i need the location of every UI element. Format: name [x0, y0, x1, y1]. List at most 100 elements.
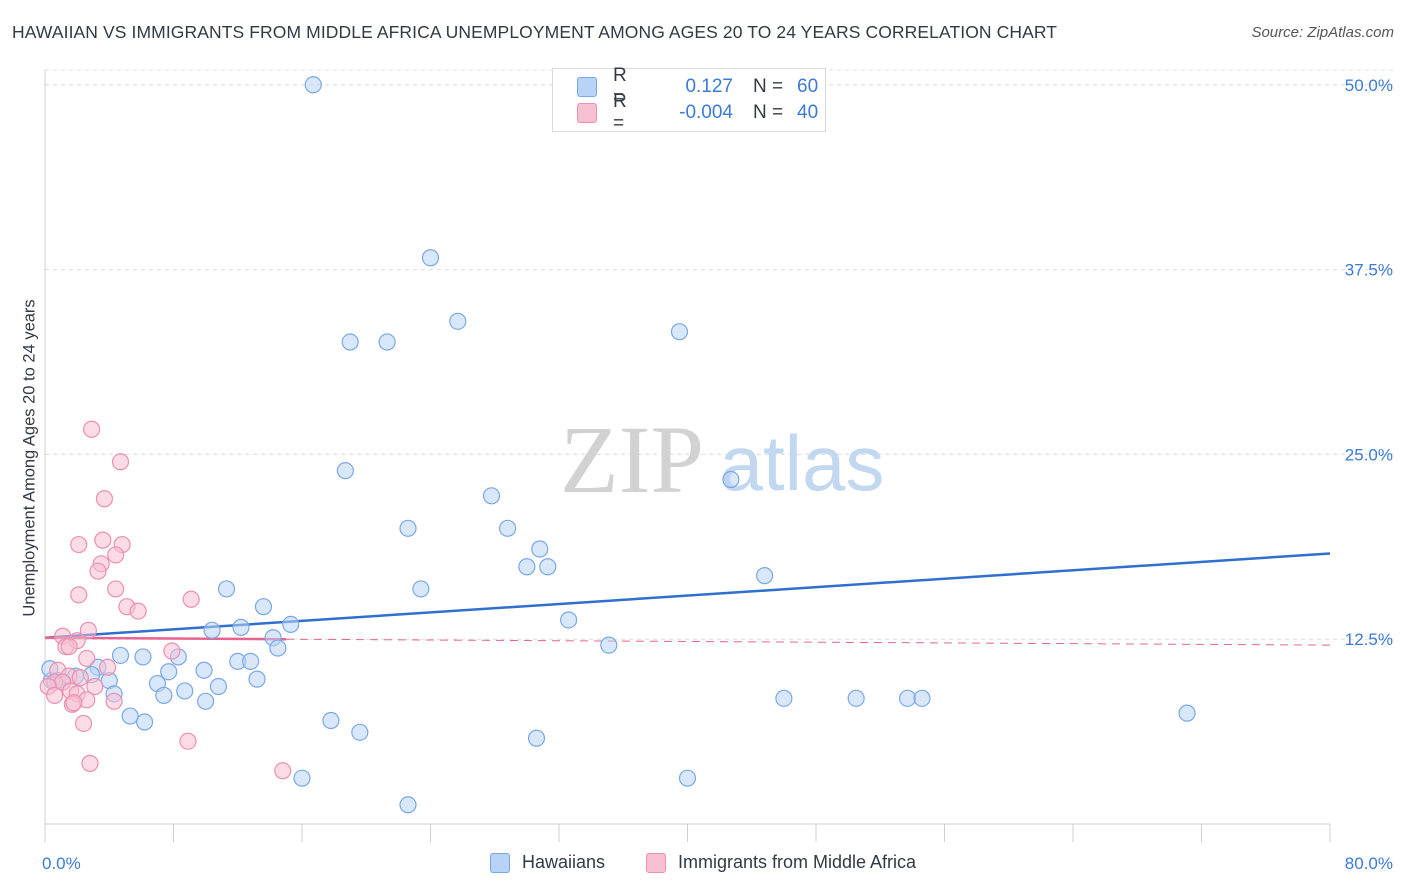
hawaiian-point	[254, 598, 273, 616]
immigrant-trend-extension	[285, 638, 1331, 646]
hawaiian-point	[775, 689, 793, 707]
legend-row-immigrants: R = -0.004 N = 40	[577, 91, 819, 134]
hawaiian-point	[269, 639, 287, 657]
y-tick-label: 37.5%	[1345, 261, 1393, 280]
hawaiian-point	[134, 648, 152, 666]
immigrant-point	[89, 562, 107, 580]
axes	[44, 70, 1331, 842]
tick-labels: 12.5% 25.0% 37.5% 50.0% 0.0% 80.0%	[42, 76, 1393, 873]
n-label: N =	[753, 76, 784, 97]
hawaiian-point	[722, 470, 740, 489]
legend-row-hawaiians: R = 0.127 N = 60	[577, 65, 819, 108]
hawaiian-point	[111, 646, 130, 665]
hawaiian-point	[539, 558, 557, 576]
y-tick-label: 25.0%	[1345, 445, 1393, 464]
immigrant-point	[78, 649, 96, 668]
hawaiian-point	[203, 621, 221, 639]
hawaiian-point	[482, 487, 501, 505]
immigrant-point	[82, 420, 101, 438]
correlation-legend: R = 0.127 N = 60 R = -0.004 N = 40	[552, 65, 826, 134]
legend-item-immigrants[interactable]: Immigrants from Middle Africa	[646, 852, 916, 873]
r-label: R =	[613, 65, 627, 108]
immigrant-point	[163, 642, 181, 660]
hawaiian-point	[670, 323, 689, 341]
immigrant-point	[70, 586, 88, 604]
hawaiian-point	[913, 689, 931, 707]
immigrant-point	[182, 590, 200, 608]
y-tick-label: 12.5%	[1345, 630, 1393, 649]
pink-swatch	[577, 103, 597, 123]
immigrant-point	[129, 602, 147, 620]
legend-item-hawaiians[interactable]: Hawaiians	[490, 852, 605, 873]
immigrant-point	[274, 762, 292, 780]
hawaiian-point	[232, 618, 250, 636]
x-tick-label: 80.0%	[1345, 854, 1393, 873]
immigrant-point	[60, 637, 78, 656]
data-points	[39, 76, 1196, 814]
n-label: N =	[753, 102, 784, 123]
hawaiian-point	[560, 611, 578, 629]
hawaiian-point	[197, 692, 215, 710]
hawaiian-point	[135, 713, 154, 731]
n-value: 40	[797, 102, 819, 123]
y-tick-label: 50.0%	[1345, 76, 1393, 95]
hawaiian-point	[242, 652, 260, 670]
hawaiian-point	[217, 580, 236, 598]
watermark: ZIP atlas	[560, 406, 884, 513]
series-legend: Hawaiians Immigrants from Middle Africa	[0, 852, 1406, 876]
immigrant-point	[70, 535, 88, 554]
hawaiian-point	[195, 661, 213, 679]
immigrant-point	[107, 580, 125, 598]
immigrant-point	[107, 546, 125, 564]
immigrant-point	[94, 531, 112, 549]
immigrant-point	[86, 677, 104, 696]
hawaiian-point	[421, 249, 440, 267]
hawaiian-point	[412, 580, 430, 598]
immigrant-point	[95, 490, 114, 508]
hawaiian-point	[600, 636, 618, 654]
immigrant-point	[179, 732, 197, 750]
source-credit: Source: ZipAtlas.com	[1251, 24, 1394, 41]
hawaiian-point	[176, 682, 194, 700]
hawaiian-trend-line	[44, 552, 1331, 639]
hawaiian-point	[293, 769, 311, 787]
hawaiian-point	[209, 677, 228, 696]
hawaiian-point	[160, 663, 178, 681]
hawaiian-point	[531, 540, 549, 558]
immigrant-point	[65, 694, 83, 712]
immigrant-point	[81, 754, 99, 772]
r-value: 0.127	[685, 76, 733, 97]
immigrant-point	[46, 686, 64, 704]
hawaiian-point	[304, 76, 322, 94]
hawaiian-point	[322, 711, 340, 730]
hawaiian-point	[248, 670, 266, 688]
blue-swatch	[577, 77, 597, 97]
legend-label-immigrants: Immigrants from Middle Africa	[678, 852, 917, 872]
watermark-zip: ZIP	[560, 406, 704, 513]
hawaiian-point	[155, 686, 173, 704]
immigrant-point	[71, 669, 89, 687]
hawaiian-point	[378, 333, 396, 351]
hawaiian-point	[755, 567, 774, 585]
immigrant-point	[105, 692, 123, 710]
pink-swatch	[646, 852, 666, 873]
r-label: R =	[613, 91, 627, 134]
hawaiian-point	[499, 519, 517, 537]
legend-label-hawaiians: Hawaiians	[522, 852, 606, 872]
grid-lines	[45, 69, 1394, 640]
hawaiian-point	[121, 707, 139, 725]
hawaiian-point	[1178, 704, 1196, 722]
hawaiian-point	[399, 519, 417, 537]
watermark-atlas: atlas	[720, 419, 885, 507]
hawaiian-point	[527, 729, 546, 747]
hawaiian-point	[341, 333, 359, 351]
hawaiian-point	[518, 558, 536, 576]
hawaiian-point	[336, 462, 354, 480]
x-tick-label: 0.0%	[42, 854, 81, 873]
hawaiian-point	[399, 796, 417, 814]
hawaiian-point	[449, 312, 467, 330]
immigrant-point	[79, 621, 97, 639]
blue-swatch	[490, 852, 510, 873]
n-value: 60	[797, 76, 819, 97]
